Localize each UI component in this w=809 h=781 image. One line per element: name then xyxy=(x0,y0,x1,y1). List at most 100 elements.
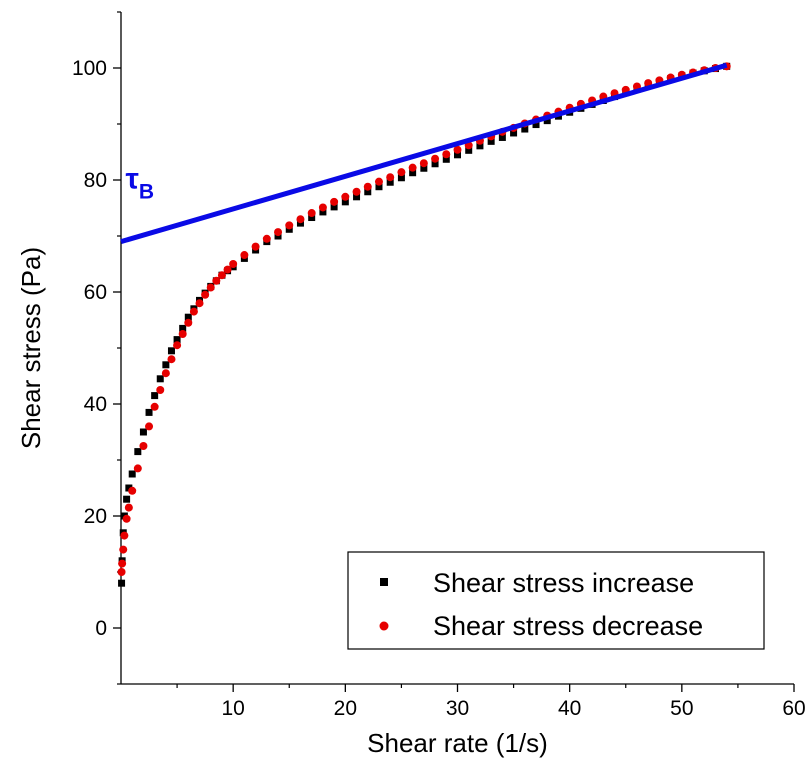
data-point-decrease xyxy=(189,307,198,316)
tau-subscript: B xyxy=(139,180,154,203)
x-tick-label: 30 xyxy=(446,697,469,720)
data-point-increase xyxy=(476,142,484,150)
tau-symbol: τ xyxy=(125,162,138,195)
data-point-decrease xyxy=(184,318,193,327)
data-point-decrease xyxy=(307,209,316,218)
x-tick-label: 10 xyxy=(221,697,244,720)
data-point-decrease xyxy=(453,145,462,154)
data-point-decrease xyxy=(117,568,126,576)
data-point-decrease xyxy=(145,422,154,431)
x-tick-label: 40 xyxy=(558,697,581,720)
data-point-decrease xyxy=(419,159,428,168)
data-point-decrease xyxy=(229,260,238,268)
data-point-decrease xyxy=(161,369,170,378)
data-point-increase xyxy=(151,392,159,400)
axes: 10 20 30 40 50 60 0 20 40 60 80 100 xyxy=(72,11,806,720)
data-point-decrease xyxy=(173,341,182,350)
fit-line-layer xyxy=(120,62,728,245)
data-point-increase xyxy=(353,193,361,201)
data-point-increase xyxy=(156,375,164,383)
x-axis-label: Shear rate (1/s) xyxy=(367,728,548,758)
data-point-decrease xyxy=(274,228,283,237)
data-point-increase xyxy=(179,324,187,332)
data-point-increase xyxy=(386,178,394,186)
data-point-decrease xyxy=(156,386,165,394)
data-point-decrease xyxy=(212,276,221,285)
data-point-increase xyxy=(308,214,316,222)
legend-label-increase: Shear stress increase xyxy=(433,568,694,598)
data-point-decrease xyxy=(251,242,260,251)
data-point-decrease xyxy=(122,514,131,523)
data-point-increase xyxy=(118,579,126,587)
bingham-fit-line xyxy=(120,62,728,245)
data-point-increase xyxy=(184,313,192,321)
data-point-increase xyxy=(510,129,518,137)
data-point-decrease xyxy=(363,182,372,191)
tau-b-annotation: τB xyxy=(125,162,154,203)
data-point-increase xyxy=(431,160,439,168)
y-tick-label: 0 xyxy=(95,617,107,640)
series-decrease xyxy=(117,62,731,576)
y-tick-label: 60 xyxy=(84,281,107,304)
data-point-increase xyxy=(375,183,383,191)
legend-marker-increase xyxy=(380,578,388,586)
data-point-increase xyxy=(167,347,175,355)
data-point-increase xyxy=(128,470,136,478)
data-point-decrease xyxy=(223,265,232,274)
legend-marker-decrease xyxy=(379,621,389,631)
data-point-decrease xyxy=(397,168,406,177)
series-increase xyxy=(118,62,731,587)
data-point-decrease xyxy=(118,559,127,568)
data-point-decrease xyxy=(178,330,187,338)
data-point-increase xyxy=(487,137,495,145)
data-point-increase xyxy=(442,155,450,163)
data-point-decrease xyxy=(124,503,133,512)
legend-box xyxy=(347,551,765,650)
data-point-increase xyxy=(162,361,170,369)
y-tick-label: 20 xyxy=(84,505,107,528)
data-point-increase xyxy=(454,151,461,159)
data-point-increase xyxy=(341,198,349,206)
data-point-increase xyxy=(125,484,133,492)
data-point-decrease xyxy=(217,271,226,280)
series-layer xyxy=(117,62,731,587)
data-point-decrease xyxy=(119,545,128,554)
data-point-decrease xyxy=(330,197,339,206)
data-point-decrease xyxy=(195,299,204,308)
data-point-decrease xyxy=(341,192,350,201)
x-tick-label: 50 xyxy=(670,697,693,720)
data-point-increase xyxy=(330,203,338,211)
data-point-decrease xyxy=(240,251,249,260)
data-point-increase xyxy=(123,495,131,503)
data-point-decrease xyxy=(442,150,451,159)
data-point-decrease xyxy=(408,163,417,172)
data-point-decrease xyxy=(201,290,210,299)
data-point-increase xyxy=(465,146,473,154)
data-point-increase xyxy=(145,408,153,416)
y-tick-label: 100 xyxy=(72,57,107,80)
data-point-increase xyxy=(397,174,405,182)
data-point-increase xyxy=(543,117,551,125)
data-point-increase xyxy=(521,125,529,133)
data-point-decrease xyxy=(318,203,327,212)
data-point-increase xyxy=(139,428,147,436)
data-point-decrease xyxy=(150,402,159,411)
data-point-decrease xyxy=(374,177,383,186)
data-point-decrease xyxy=(167,355,176,364)
data-point-increase xyxy=(532,121,540,129)
data-point-decrease xyxy=(285,221,294,230)
data-point-decrease xyxy=(139,442,148,450)
legend-label-decrease: Shear stress decrease xyxy=(433,611,703,641)
data-point-decrease xyxy=(386,173,395,182)
data-point-increase xyxy=(498,133,506,141)
data-point-increase xyxy=(420,164,428,172)
data-point-increase xyxy=(364,188,372,196)
y-tick-label: 40 xyxy=(84,393,107,416)
data-point-decrease xyxy=(128,486,137,495)
x-tick-label: 60 xyxy=(782,697,805,720)
data-point-increase xyxy=(319,208,327,216)
data-point-increase xyxy=(409,169,417,177)
data-point-increase xyxy=(134,448,142,456)
